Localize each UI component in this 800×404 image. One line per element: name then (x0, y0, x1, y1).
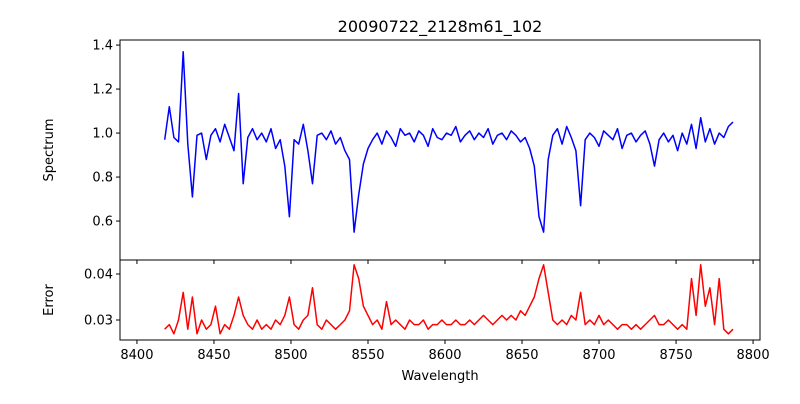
error-series-line (164, 264, 734, 335)
error-y-tick-label: 0.04 (84, 267, 113, 282)
x-tick-label: 8550 (351, 348, 384, 363)
x-tick-label: 8800 (737, 348, 770, 363)
error-y-tick-label: 0.03 (84, 313, 113, 328)
x-tick-label: 8600 (428, 348, 461, 363)
x-axis-label: Wavelength (401, 369, 478, 384)
error-y-label: Error (42, 284, 57, 316)
spectrum-y-tick-label: 1.2 (92, 83, 113, 98)
x-tick-label: 8700 (582, 348, 615, 363)
x-tick-label: 8500 (274, 348, 307, 363)
x-tick-label: 8750 (660, 348, 693, 363)
error-axes: 0.03 0.04 8400 8450 8500 8550 8600 8650 8700 8750… (84, 259, 770, 363)
error-axes-frame (119, 259, 761, 341)
spectrum-y-tick-label: 0.8 (92, 171, 113, 186)
spectrum-y-tick-label: 1.4 (92, 39, 113, 54)
x-tick-label: 8400 (120, 348, 153, 363)
spectrum-y-label: Spectrum (42, 119, 57, 182)
x-tick-label: 8450 (197, 348, 230, 363)
chart-title: 20090722_2128m61_102 (338, 17, 543, 37)
spectrum-series-line (163, 50, 734, 233)
spectrum-y-tick-label: 1.0 (92, 127, 113, 142)
x-tick-label: 8650 (505, 348, 538, 363)
spectrum-y-tick-label: 0.6 (92, 215, 113, 230)
